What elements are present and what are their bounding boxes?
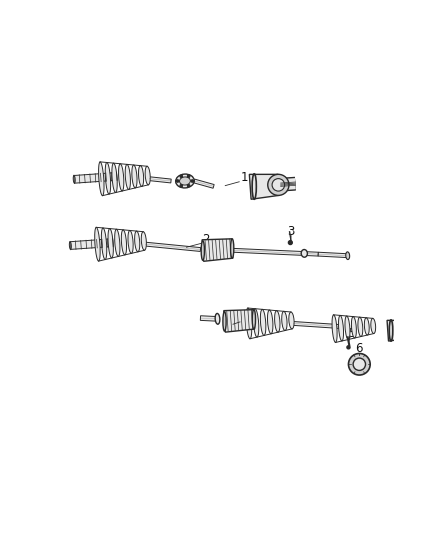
Circle shape [180,184,183,187]
Ellipse shape [223,312,226,331]
Ellipse shape [358,317,363,336]
Circle shape [187,175,190,177]
Polygon shape [194,179,214,188]
Circle shape [288,241,292,245]
Ellipse shape [339,316,343,341]
Ellipse shape [275,311,280,332]
Polygon shape [318,252,348,257]
Ellipse shape [115,229,120,256]
Ellipse shape [121,230,127,255]
Ellipse shape [99,162,104,196]
Ellipse shape [289,312,294,329]
Polygon shape [149,177,171,183]
Ellipse shape [301,249,307,257]
Ellipse shape [132,165,137,188]
Ellipse shape [346,252,350,260]
Polygon shape [387,320,411,341]
Polygon shape [293,321,340,328]
Ellipse shape [253,309,259,337]
Ellipse shape [230,239,234,258]
Polygon shape [224,310,254,332]
Ellipse shape [405,324,416,334]
Ellipse shape [402,320,419,338]
Ellipse shape [349,353,370,375]
Ellipse shape [268,174,289,196]
Ellipse shape [345,316,350,340]
Text: 6: 6 [356,342,363,356]
Text: 4: 4 [241,312,248,325]
Polygon shape [70,239,113,249]
Ellipse shape [272,179,285,191]
Ellipse shape [145,166,150,185]
Polygon shape [200,316,216,321]
Polygon shape [249,174,279,199]
Polygon shape [74,173,117,183]
Ellipse shape [125,164,131,189]
Ellipse shape [201,241,205,260]
Ellipse shape [108,229,113,258]
Polygon shape [202,239,233,261]
Ellipse shape [260,309,266,335]
Circle shape [187,184,190,187]
Ellipse shape [351,317,357,338]
Ellipse shape [134,231,140,252]
Text: 5: 5 [348,327,355,340]
Polygon shape [233,248,318,256]
Ellipse shape [95,227,100,261]
Ellipse shape [353,358,366,370]
Ellipse shape [364,318,369,335]
Polygon shape [145,242,201,252]
Ellipse shape [112,163,117,192]
Circle shape [180,175,183,177]
Ellipse shape [176,174,194,188]
Ellipse shape [119,164,124,191]
Ellipse shape [252,310,255,329]
Ellipse shape [141,232,146,251]
Text: 3: 3 [287,225,295,238]
Ellipse shape [246,308,252,339]
Ellipse shape [371,318,376,334]
Ellipse shape [268,310,273,334]
Ellipse shape [332,315,337,343]
Ellipse shape [282,311,287,330]
Circle shape [191,180,194,182]
Text: 2: 2 [202,233,210,246]
Ellipse shape [101,228,107,260]
Ellipse shape [69,241,71,249]
Ellipse shape [128,230,133,253]
Ellipse shape [180,177,191,185]
Ellipse shape [215,313,220,324]
Ellipse shape [138,166,144,187]
Ellipse shape [105,163,111,194]
Circle shape [347,346,350,349]
Ellipse shape [73,175,75,183]
Text: 1: 1 [241,172,248,184]
Circle shape [177,180,179,182]
